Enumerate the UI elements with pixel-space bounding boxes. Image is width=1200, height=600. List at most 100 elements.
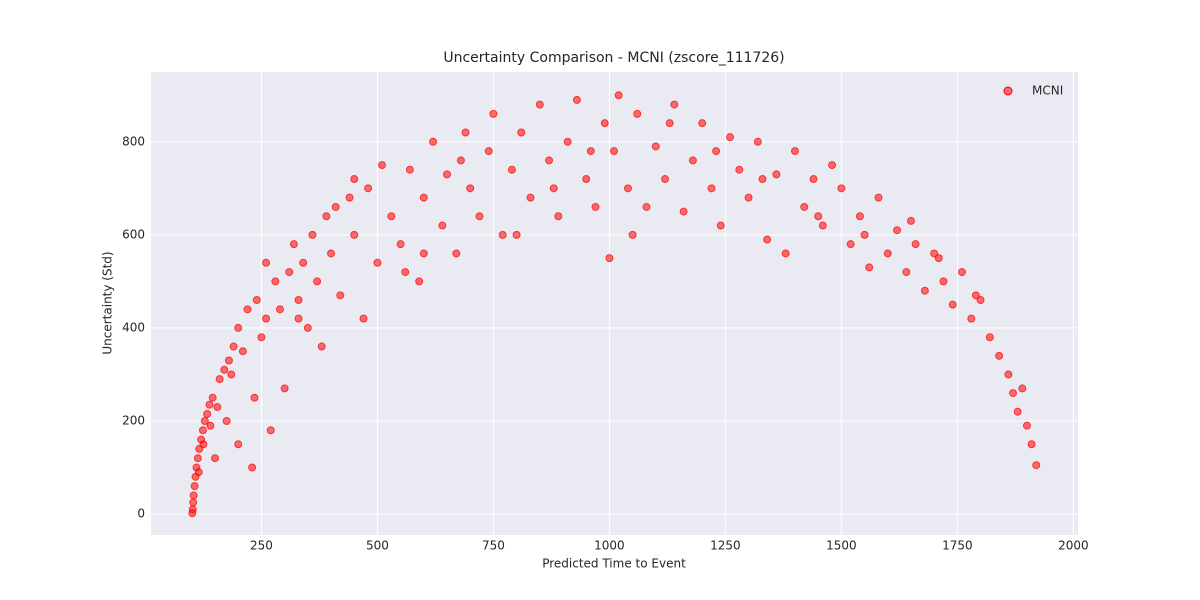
scatter-point <box>222 416 231 425</box>
scatter-point <box>401 268 410 277</box>
scatter-point <box>327 249 336 258</box>
x-tick-label: 250 <box>250 539 273 553</box>
scatter-point <box>220 365 229 374</box>
scatter-point <box>545 156 554 165</box>
scatter-point <box>484 147 493 156</box>
scatter-point <box>405 165 414 174</box>
scatter-point <box>215 375 224 384</box>
scatter-point <box>234 440 243 449</box>
scatter-point <box>211 454 220 463</box>
scatter-point <box>781 249 790 258</box>
scatter-point <box>498 230 507 239</box>
scatter-point <box>665 119 674 128</box>
scatter-point <box>934 254 943 263</box>
scatter-point <box>814 212 823 221</box>
scatter-point <box>313 277 322 286</box>
scatter-point <box>1032 461 1041 470</box>
scatter-point <box>229 342 238 351</box>
scatter-point <box>415 277 424 286</box>
scatter-point <box>628 230 637 239</box>
scatter-point <box>456 156 465 165</box>
x-tick-label: 2000 <box>1058 539 1089 553</box>
scatter-point <box>280 384 289 393</box>
scatter-point <box>350 230 359 239</box>
scatter-point <box>549 184 558 193</box>
scatter-point <box>707 184 716 193</box>
scatter-point <box>238 347 247 356</box>
scatter-point <box>958 268 967 277</box>
chart-title: Uncertainty Comparison - MCNI (zscore_11… <box>443 50 784 66</box>
scatter-point <box>208 393 217 402</box>
scatter-point <box>651 142 660 151</box>
scatter-point <box>679 207 688 216</box>
scatter-point <box>712 147 721 156</box>
scatter-point <box>205 400 214 409</box>
scatter-point <box>995 351 1004 360</box>
scatter-point <box>790 147 799 156</box>
scatter-point <box>387 212 396 221</box>
scatter-point <box>350 175 359 184</box>
scatter-point <box>846 240 855 249</box>
scatter-point <box>726 133 735 142</box>
scatter-point <box>610 147 619 156</box>
scatter-point <box>837 184 846 193</box>
y-axis-label: Uncertainty (Std) <box>101 251 115 354</box>
scatter-point <box>203 410 212 419</box>
scatter-point <box>1018 384 1027 393</box>
scatter-point <box>262 258 271 267</box>
legend-marker <box>1003 86 1013 96</box>
scatter-point <box>563 137 572 146</box>
scatter-point <box>967 314 976 323</box>
scatter-point <box>443 170 452 179</box>
scatter-point <box>317 342 326 351</box>
scatter-point <box>419 249 428 258</box>
scatter-point <box>429 137 438 146</box>
scatter-point <box>554 212 563 221</box>
scatter-point <box>206 421 215 430</box>
scatter-point <box>911 240 920 249</box>
scatter-point <box>582 175 591 184</box>
scatter-point <box>250 393 259 402</box>
scatter-point <box>906 216 915 225</box>
legend-label: MCNI <box>1032 84 1063 98</box>
scatter-point <box>809 175 818 184</box>
scatter-point <box>874 193 883 202</box>
x-tick-label: 1750 <box>942 539 973 553</box>
scatter-point <box>262 314 271 323</box>
scatter-point <box>289 240 298 249</box>
scatter-point <box>198 426 207 435</box>
scatter-point <box>758 175 767 184</box>
scatter-point <box>735 165 744 174</box>
scatter-point <box>308 230 317 239</box>
y-tick-label: 0 <box>137 507 145 521</box>
scatter-point <box>1004 370 1013 379</box>
scatter-point <box>605 254 614 263</box>
x-tick-label: 500 <box>366 539 389 553</box>
scatter-point <box>883 249 892 258</box>
scatter-point <box>623 184 632 193</box>
scatter-point <box>331 202 340 211</box>
scatter-point <box>526 193 535 202</box>
scatter-point <box>227 370 236 379</box>
scatter-point <box>364 184 373 193</box>
scatter-point <box>517 128 526 137</box>
scatter-point <box>1013 407 1022 416</box>
scatter-point <box>661 175 670 184</box>
scatter-point <box>294 296 303 305</box>
scatter-point <box>512 230 521 239</box>
scatter-point <box>586 147 595 156</box>
scatter-point <box>252 296 261 305</box>
scatter-point <box>303 323 312 332</box>
scatter-point <box>243 305 252 314</box>
scatter-point <box>535 100 544 109</box>
scatter-point <box>971 291 980 300</box>
scatter-point <box>948 300 957 309</box>
x-axis-label: Predicted Time to Event <box>542 557 686 571</box>
scatter-point <box>763 235 772 244</box>
scatter-point <box>194 468 203 477</box>
y-tick-label: 200 <box>122 413 145 427</box>
scatter-point <box>200 416 209 425</box>
scatter-point <box>475 212 484 221</box>
